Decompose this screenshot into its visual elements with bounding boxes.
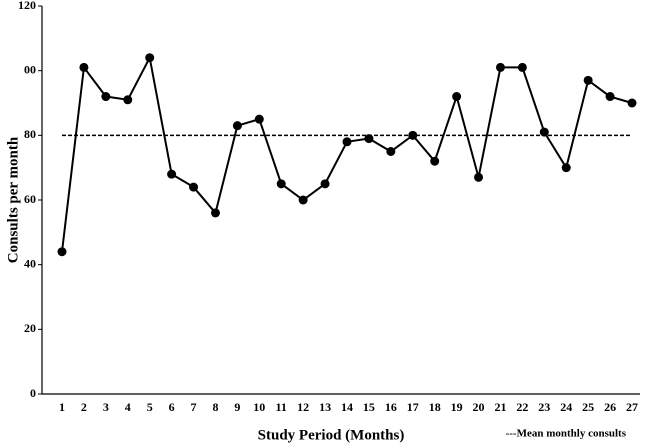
- data-point: [145, 53, 155, 63]
- data-point: [430, 156, 440, 166]
- data-point: [386, 147, 396, 156]
- data-point: [605, 92, 615, 102]
- x-tick-label: 7: [191, 400, 197, 414]
- x-tick-label: 1: [59, 400, 65, 414]
- data-point: [123, 95, 133, 105]
- x-axis-label: Study Period (Months): [258, 427, 405, 443]
- x-tick-label: 22: [516, 400, 528, 414]
- data-point: [452, 92, 462, 102]
- data-point: [495, 62, 505, 72]
- x-tick-label: 4: [125, 400, 131, 414]
- y-tick-label: 60: [24, 192, 36, 206]
- x-tick-label: 27: [626, 400, 638, 414]
- x-tick-label: 11: [276, 400, 287, 414]
- x-tick-label: 12: [297, 400, 309, 414]
- y-tick-label: 0: [30, 386, 36, 400]
- x-tick-label: 6: [169, 400, 175, 414]
- x-tick-label: 10: [253, 400, 265, 414]
- data-point: [364, 134, 374, 144]
- data-point: [101, 92, 111, 102]
- data-point: [167, 169, 177, 179]
- data-point: [627, 98, 637, 108]
- x-tick-label: 18: [429, 400, 441, 414]
- y-axis-label: Consults per month: [5, 136, 21, 263]
- x-tick-label: 5: [147, 400, 153, 414]
- data-point: [517, 62, 527, 72]
- data-point: [189, 182, 199, 192]
- y-tick-label: 00: [24, 62, 36, 76]
- data-line: [61, 54, 633, 252]
- data-point: [57, 247, 67, 257]
- x-tick-label: 9: [234, 400, 240, 414]
- x-tick-label: 16: [385, 400, 397, 414]
- x-tick-label: 25: [582, 400, 594, 414]
- data-point: [408, 130, 418, 140]
- y-tick-label: 40: [24, 256, 36, 270]
- data-point: [298, 195, 308, 205]
- x-tick-label: 17: [407, 400, 419, 414]
- data-point: [79, 62, 89, 72]
- x-tick-label: 19: [451, 400, 463, 414]
- x-tick-label: 26: [604, 400, 616, 414]
- y-tick-label: 80: [24, 127, 36, 141]
- data-point: [232, 121, 242, 131]
- data-point: [320, 179, 330, 189]
- data-point: [583, 75, 593, 85]
- x-tick-label: 2: [81, 400, 87, 414]
- x-tick-label: 3: [103, 400, 109, 414]
- data-point: [254, 114, 264, 124]
- x-tick-label: 24: [560, 400, 572, 414]
- x-tick-label: 21: [494, 400, 506, 414]
- data-point: [539, 127, 549, 137]
- legend-entry: ---Mean monthly consults: [506, 428, 627, 440]
- x-tick-label: 20: [473, 400, 485, 414]
- x-tick-label: 14: [341, 400, 353, 414]
- x-tick-label: 15: [363, 400, 375, 414]
- data-point: [561, 163, 571, 173]
- y-tick-label: 120: [18, 0, 36, 12]
- x-tick-label: 23: [538, 400, 550, 414]
- data-point: [276, 179, 286, 189]
- data-point: [210, 208, 220, 218]
- y-tick-label: 20: [24, 321, 36, 335]
- data-point: [474, 172, 484, 182]
- x-tick-label: 13: [319, 400, 331, 414]
- x-tick-label: 8: [212, 400, 218, 414]
- data-point: [342, 137, 352, 147]
